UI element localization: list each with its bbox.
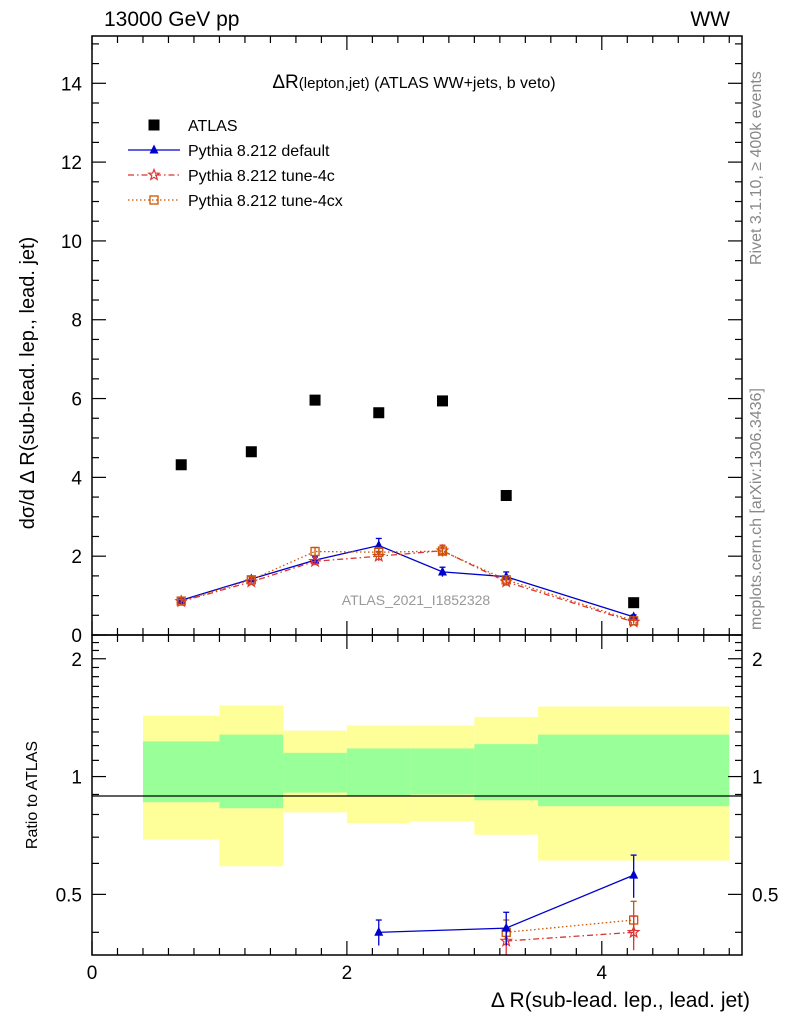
- main-pythia-8-212-default-point: [374, 540, 384, 550]
- ratio-pythia-8-212-tune-4cx-line: [506, 919, 634, 933]
- main-pythia-8-212-tune-4c-line: [181, 550, 634, 623]
- ratio-pythia-8-212-default-point: [374, 926, 384, 936]
- legend-label: Pythia 8.212 default: [188, 143, 330, 160]
- main-atlas-point: [373, 407, 385, 419]
- rivet-label: Rivet 3.1.10, ≥ 400k events: [748, 71, 765, 265]
- main-pythia-8-212-tune-4cx-point: [437, 546, 448, 556]
- main-atlas-point: [245, 446, 257, 458]
- x-tick-label: 0: [87, 963, 98, 984]
- process-label: WW: [690, 8, 730, 31]
- main-y-tick-label: 8: [71, 311, 82, 332]
- ratio-inner-band: [346, 748, 411, 797]
- ratio-data-layer: [374, 854, 641, 955]
- main-pythia-8-212-tune-4cx-point: [310, 546, 320, 557]
- ratio-inner-band: [538, 734, 730, 807]
- main-data-layer: [174, 394, 641, 628]
- legend-marker: [149, 144, 159, 154]
- main-pythia-8-212-tune-4cx-point: [629, 616, 639, 626]
- main-pythia-8-212-tune-4cx-point: [501, 575, 511, 585]
- ratio-pythia-8-212-default-point: [501, 922, 511, 932]
- ratio-pythia-8-212-tune-4c-point: [626, 925, 641, 939]
- main-atlas-point: [628, 597, 640, 609]
- ratio-y-tick-label: 1: [71, 768, 82, 789]
- ratio-uncertainty-bands: [142, 705, 730, 867]
- ratio-inner-band: [283, 752, 347, 793]
- main-pythia-8-212-tune-4cx-point: [374, 547, 384, 557]
- legend-marker: [149, 195, 159, 205]
- ratio-y-tick-label-right: 0.5: [752, 885, 778, 906]
- main-y-tick-label: 6: [71, 390, 82, 411]
- main-y-tick-label: 0: [71, 626, 82, 647]
- x-tick-label: 2: [342, 963, 353, 984]
- main-title: ΔR(lepton,jet) (ATLAS WW+jets, b veto): [272, 72, 555, 93]
- legend-label: Pythia 8.212 tune-4cx: [188, 193, 343, 210]
- ratio-y-tick-label: 0.5: [56, 885, 82, 906]
- main-atlas-point: [309, 394, 321, 406]
- ratio-frame: [91, 634, 743, 956]
- legend-marker: [147, 167, 161, 181]
- ratio-y-tick-label: 2: [71, 650, 82, 671]
- main-panel: 0 2 4 6 8 10 12 14 ΔR(lepton,jet) (ATLAS WW+jet…: [17, 35, 743, 647]
- main-y-tick-label: 2: [71, 547, 82, 568]
- ratio-inner-band: [410, 748, 475, 795]
- main-y-tick-label: 14: [61, 74, 83, 95]
- ratio-y-tick-label-right: 1: [752, 768, 763, 789]
- mcplots-label: mcplots.cern.ch [arXiv:1306.3436]: [748, 388, 765, 630]
- ratio-inner-band: [142, 741, 220, 803]
- energy-label: 13000 GeV pp: [104, 8, 239, 31]
- main-pythia-8-212-tune-4c-point: [308, 554, 322, 568]
- watermark: ATLAS_2021_I1852328: [342, 592, 491, 608]
- main-y-tick-label: 10: [61, 232, 82, 253]
- ratio-panel: 0.5 0.5 1 1 2 2 0 2 4 Ratio to ATLAS Δ R(sub-lea…: [24, 634, 778, 1012]
- main-axis-ticks: 0 2 4 6 8 10 12 14: [61, 36, 742, 647]
- legend-label: Pythia 8.212 tune-4c: [188, 168, 335, 185]
- ratio-y-label: Ratio to ATLAS: [24, 741, 41, 849]
- x-tick-label: 4: [597, 963, 608, 984]
- main-pythia-8-212-tune-4cx-point: [176, 596, 186, 606]
- main-y-tick-label: 12: [61, 153, 82, 174]
- main-y-tick-label: 4: [71, 468, 82, 489]
- ratio-pythia-8-212-default-point: [629, 869, 639, 879]
- main-y-label: dσ/d Δ R(sub-lead. lep., lead. jet): [17, 237, 39, 530]
- main-pythia-8-212-tune-4cx-point: [246, 575, 256, 585]
- main-atlas-point: [175, 459, 187, 471]
- ratio-y-tick-label-right: 2: [752, 650, 763, 671]
- main-atlas-point: [436, 395, 448, 407]
- main-atlas-point: [500, 489, 512, 501]
- main-pythia-8-212-default-point: [437, 566, 447, 576]
- legend-label: ATLAS: [188, 118, 238, 135]
- legend: ATLAS Pythia 8.212 default Pythia 8.212 tu…: [128, 118, 343, 210]
- ratio-pythia-8-212-tune-4c-line: [506, 931, 634, 942]
- ratio-inner-band: [219, 734, 284, 809]
- legend-marker: [148, 119, 160, 131]
- ratio-inner-band: [474, 744, 539, 801]
- x-axis-label: Δ R(sub-lead. lep., lead. jet): [491, 989, 750, 1012]
